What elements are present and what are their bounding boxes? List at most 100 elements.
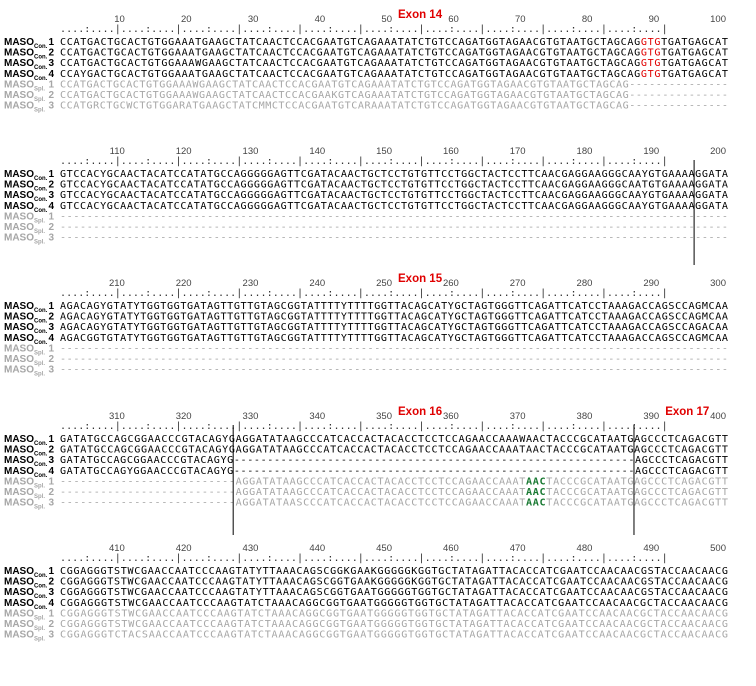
row-number: 3 (48, 58, 54, 69)
row-number: 1 (48, 343, 54, 354)
row-number: 3 (48, 190, 54, 201)
row-number: 2 (48, 90, 54, 101)
alignment-block: 310 320 330 340 350 360 370 380 390 400 ....:....|… (4, 406, 728, 511)
row-number: 2 (48, 445, 54, 456)
sequence: AGACAGYGTATYTGGTGGTGATAGTTGTTGTAGCGGTATT… (60, 322, 728, 333)
exon-label: Exon 14 (398, 9, 443, 21)
ruler-number: 240 (309, 278, 325, 289)
sequence: GATATGCCAGCGGAACCCGTACAGYGAGGATATAAGCCCA… (60, 445, 728, 456)
ruler-number: 180 (577, 146, 593, 157)
consensus-sequence-row: MASOCon. 3 CCATGACTGCACTGTGGAAAWGAAGCTATCA… (4, 58, 728, 71)
sequence: CGGAGGGTSTWCGAACCAATCCCAAGTATCTAAACAGGCG… (60, 619, 728, 630)
sequence: CGGAGGGTSTWCGAACCAATCCCAAGTATYTTAAACAGSC… (60, 566, 728, 577)
row-number: 2 (48, 577, 54, 588)
ruler-number: 500 (710, 543, 726, 554)
sequence: ----------------------------------------… (60, 365, 728, 376)
row-number: 4 (48, 69, 54, 80)
ruler-number: 40 (315, 14, 326, 25)
ruler-number: 100 (710, 14, 726, 25)
splice-site-highlight: GTG (641, 69, 661, 80)
ruler-number: 30 (248, 14, 259, 25)
ruler-number: 260 (443, 278, 459, 289)
stop-codon-highlight: AAC (526, 487, 546, 498)
row-number: 3 (48, 587, 54, 598)
sequence: GATATGCCAGCGGAACCCGTACAGYGAGGATATAAGCCCA… (60, 434, 728, 445)
sequence: CGGAGGGTSTWCGAACCAATCCCAAGTATCTAAACAGGCG… (60, 608, 728, 619)
ruler-number: 250 (376, 278, 392, 289)
sequence: GATATGCCAGYGGAACCCGTACAGYG--------------… (60, 466, 728, 477)
ruler-number: 230 (243, 278, 259, 289)
sequence: GTCCACYGCAACTACATCCATATGCCAGGGGGAGTTCGAT… (60, 190, 728, 201)
sequence: ----------------------------------------… (60, 211, 728, 222)
row-number: 3 (48, 455, 54, 466)
ruler-number: 460 (443, 543, 459, 554)
row-number: 1 (48, 79, 54, 90)
row-number: 4 (48, 598, 54, 609)
sequence: --------------------------AGGATATAAGCCCA… (60, 476, 728, 487)
sequence: GATATGCCAGCGGAACCCGTACAGYG--------------… (60, 455, 728, 466)
ruler-number: 160 (443, 146, 459, 157)
sequence: --------------------------AGGATATAAGCCCA… (60, 487, 728, 498)
ruler-number: 290 (643, 278, 659, 289)
ruler-number: 380 (577, 411, 593, 422)
spliced-sequence-row: MASOSpl. 3 CCATGRCTGCWCTGTGGARATGAAGCTATCM… (4, 101, 728, 114)
ruler-number: 410 (109, 543, 125, 554)
ruler-number: 10 (114, 14, 125, 25)
row-number: 1 (48, 476, 54, 487)
row-number: 2 (48, 619, 54, 630)
exon-label: Exon 15 (398, 273, 443, 285)
ruler-number: 70 (515, 14, 526, 25)
row-number: 2 (48, 487, 54, 498)
row-number: 2 (48, 48, 54, 59)
ruler-number: 300 (710, 278, 726, 289)
sequence: CCATGRCTGCWCTGTGGARATGAAGCTATCMMCTCCACGA… (60, 101, 728, 112)
row-number: 1 (48, 37, 54, 48)
row-number: 1 (48, 169, 54, 180)
ruler-number: 430 (243, 543, 259, 554)
row-number: 2 (48, 312, 54, 323)
sequence: ----------------------------------------… (60, 222, 728, 233)
alignment-block: 210 220 230 240 250 260 270 280 290 300 ....:....|… (4, 273, 728, 378)
row-number: 4 (48, 333, 54, 344)
ruler-number: 130 (243, 146, 259, 157)
row-number: 3 (48, 233, 54, 244)
ruler-ticks: ....:....|....:....|....:....|....:....|… (60, 24, 668, 35)
row-number: 3 (48, 365, 54, 376)
row-number: 2 (48, 180, 54, 191)
sequence: AGACAGYGTATYTGGTGGTGATAGTTGTTGTAGCGGTATT… (60, 312, 728, 323)
sequence: CCATGACTGCACTGTGGAAAWGAAGCTATCAACTCCACGA… (60, 79, 728, 90)
row-number: 1 (48, 211, 54, 222)
ruler-number: 210 (109, 278, 125, 289)
sequence: GTCCACYGCAACTACATCCATATGCCAGGGGGAGTTCGAT… (60, 180, 728, 191)
sequence: ----------------------------------------… (60, 354, 728, 365)
sequence: ----------------------------------------… (60, 343, 728, 354)
ruler-ticks: ....:....|....:....|....:....|....:....|… (60, 421, 668, 432)
sequence: CCATGACTGCACTGTGGAAATGAAGCTATCAACTCCACGA… (60, 37, 728, 48)
ruler-number: 350 (376, 411, 392, 422)
ruler-number: 170 (510, 146, 526, 157)
ruler-number: 220 (176, 278, 192, 289)
ruler-number: 450 (376, 543, 392, 554)
ruler-ticks: ....:....|....:....|....:....|....:....|… (60, 553, 668, 564)
ruler-number: 390 (643, 411, 659, 422)
sequence: CCAYGACTGCACTGTGGAAATGAAGCTATCAACTCCACGA… (60, 69, 728, 80)
sequence: CGGAGGGTSTWCGAACCAATCCCAAGTATCTAAACAGGCG… (60, 598, 728, 609)
alignment-block: 10 20 30 40 50 60 70 80 90 100 ....:....|....:....… (4, 9, 728, 114)
row-number: 2 (48, 354, 54, 365)
sequence: CCATGACTGCACTGTGGAAAWGAAGCTATCAACTCCACGA… (60, 58, 728, 69)
row-number: 1 (48, 434, 54, 445)
splice-site-highlight: GTG (641, 37, 661, 48)
ruler-number: 420 (176, 543, 192, 554)
sequence: GTCCACYGCAACTACATCCATATGCCAGGGGGAGTTCGAT… (60, 169, 728, 180)
row-number: 1 (48, 301, 54, 312)
ruler-number: 400 (710, 411, 726, 422)
ruler-number: 50 (381, 14, 392, 25)
row-number: 4 (48, 466, 54, 477)
spliced-sequence-row: MASOSpl. 3 -------------------------------… (4, 365, 728, 378)
ruler-number: 280 (577, 278, 593, 289)
ruler-number: 340 (309, 411, 325, 422)
sequence: ----------------------------------------… (60, 233, 728, 244)
spliced-sequence-row: MASOSpl. 3 CGGAGGGTCTACSAACCAATCCCAAGTATCT… (4, 630, 728, 643)
row-number: 1 (48, 566, 54, 577)
ruler-number: 270 (510, 278, 526, 289)
